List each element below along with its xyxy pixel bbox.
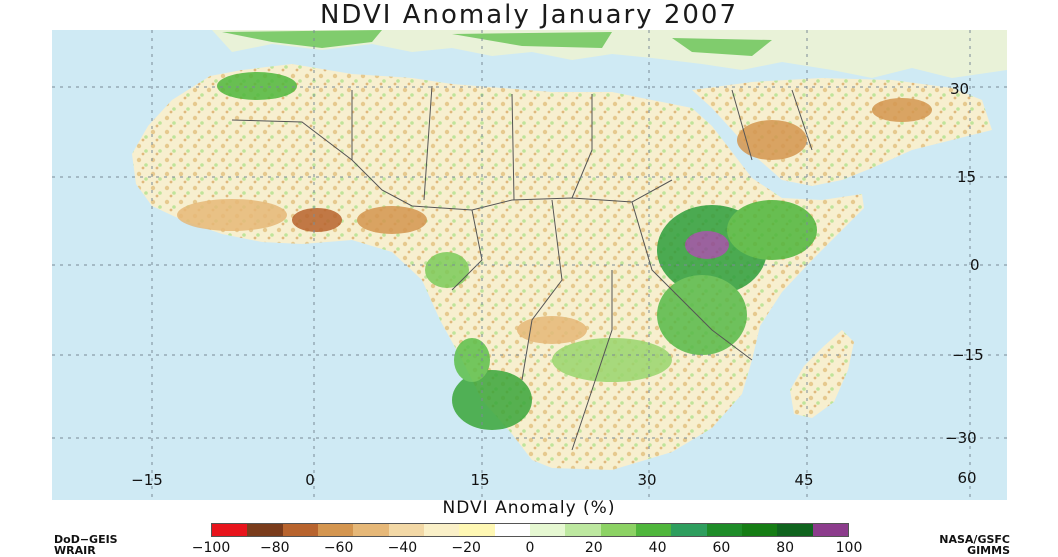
legend-tick-label: 100 [835, 540, 863, 556]
legend-color-bar [211, 523, 849, 537]
lat-label: 15 [957, 168, 976, 186]
legend-swatch [388, 524, 424, 536]
legend-tick-label: 40 [648, 540, 667, 556]
legend-tick-label: −60 [323, 540, 354, 556]
legend-tick-label: −40 [387, 540, 418, 556]
legend-swatch [777, 524, 813, 536]
legend-tick-label: −80 [260, 540, 290, 556]
legend-tick-label: −100 [191, 540, 231, 556]
legend-swatch [317, 524, 354, 536]
europe-landmass [212, 30, 1007, 78]
lat-label: −30 [945, 429, 977, 447]
europe-vegetation [222, 30, 772, 56]
legend-swatch [600, 524, 636, 536]
legend-tick-label: 0 [525, 540, 535, 556]
legend-swatch [635, 524, 672, 536]
legend-swatch [565, 524, 601, 536]
credit-right-line2: GIMMS [967, 544, 1010, 557]
latitude-labels: 30 15 0 −15 −30 [945, 80, 984, 447]
legend-swatch [671, 524, 707, 536]
legend-swatch [353, 524, 389, 536]
credit-right-line1: NASA/GSFC [939, 533, 1010, 546]
legend-swatch [741, 524, 778, 536]
legend-ticks: −100 −80 −60 −40 −20 0 20 40 60 80 100 [0, 540, 1058, 557]
credit-left: DoD−GEIS WRAIR [54, 534, 118, 556]
legend-tick-label: 60 [712, 540, 731, 556]
africa-landmass [132, 64, 864, 470]
credit-left-line1: DoD−GEIS [54, 533, 118, 546]
map-title: NDVI Anomaly January 2007 [319, 0, 739, 30]
legend-swatch [494, 524, 530, 536]
credit-right: NASA/GSFC GIMMS [918, 534, 1010, 556]
legend-swatch [212, 524, 248, 536]
legend-tick-label: −20 [451, 540, 481, 556]
legend-tick-label: 80 [776, 540, 795, 556]
legend-swatch [812, 524, 848, 536]
vegetation-patches [177, 72, 932, 430]
country-borders [231, 85, 813, 451]
legend-swatch [282, 524, 318, 536]
lon-label: −15 [131, 471, 163, 489]
credit-left-line2: WRAIR [54, 544, 96, 557]
legend-title: NDVI Anomaly (%) [442, 498, 616, 518]
lat-label: 0 [970, 256, 980, 274]
lon-label: 45 [794, 471, 813, 489]
lon-label: 15 [470, 471, 489, 489]
madagascar-landmass [790, 330, 854, 418]
legend-swatch [459, 524, 495, 536]
legend-swatch [247, 524, 283, 536]
legend-swatch [706, 524, 742, 536]
lon-label: 30 [637, 471, 656, 489]
lon-label: 0 [305, 471, 315, 489]
lon-label: 60 [957, 469, 976, 487]
legend-tick-label: 20 [584, 540, 603, 556]
ndvi-anomaly-map: −15 0 15 30 45 60 30 15 0 −15 −30 [52, 30, 1007, 500]
lat-label: −15 [952, 346, 984, 364]
lat-label: 30 [950, 80, 969, 98]
longitude-labels: −15 0 15 30 45 60 [131, 469, 976, 489]
legend-swatch [423, 524, 460, 536]
legend-swatch [529, 524, 566, 536]
